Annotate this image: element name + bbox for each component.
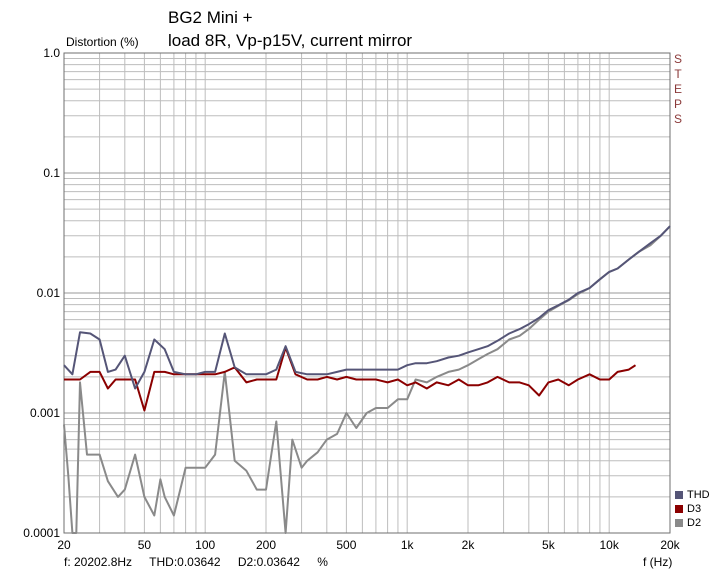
legend-swatch-d3 bbox=[675, 505, 683, 513]
legend-label-d2: D2 bbox=[687, 517, 702, 529]
x-tick-label: 20k bbox=[660, 538, 680, 552]
steps-side-label: S T E P S bbox=[671, 52, 685, 127]
readout-unit: % bbox=[317, 555, 328, 569]
plot-frame bbox=[63, 52, 671, 534]
chart-title-line1: BG2 Mini + bbox=[168, 8, 253, 27]
series-line-thd bbox=[63, 225, 671, 390]
series-line-d3 bbox=[64, 346, 637, 412]
x-tick-label: 50 bbox=[138, 538, 152, 552]
y-tick-label: 0.1 bbox=[43, 166, 60, 180]
x-axis-label: f (Hz) bbox=[643, 555, 673, 569]
legend-item-d2: D2 bbox=[675, 516, 710, 530]
y-axis-label: Distortion (%) bbox=[66, 35, 139, 49]
steps-letter: S bbox=[673, 112, 682, 126]
legend-item-thd: THD bbox=[675, 488, 710, 502]
legend-label-thd: THD bbox=[687, 489, 710, 501]
steps-letter: S bbox=[673, 52, 682, 66]
legend-item-d3: D3 bbox=[675, 502, 710, 516]
steps-letter: P bbox=[673, 97, 682, 111]
y-tick-label: 0.001 bbox=[30, 406, 60, 420]
x-tick-label: 20 bbox=[57, 538, 71, 552]
legend-label-d3: D3 bbox=[687, 503, 702, 515]
steps-letter: E bbox=[673, 82, 682, 96]
readout-frequency: f: 20202.8Hz bbox=[64, 555, 133, 569]
x-tick-label: 1k bbox=[401, 538, 415, 552]
x-tick-label: 2k bbox=[462, 538, 476, 552]
legend-swatch-d2 bbox=[675, 519, 683, 527]
chart-title-line2: load 8R, Vp-p15V, current mirror bbox=[168, 31, 413, 50]
legend: THD D3 D2 bbox=[675, 488, 710, 530]
x-tick-label: 10k bbox=[600, 538, 620, 552]
y-tick-label: 1.0 bbox=[43, 46, 60, 60]
y-tick-label: 0.0001 bbox=[23, 526, 60, 540]
readout-thd: THD:0.03642 bbox=[149, 555, 221, 569]
x-tick-label: 100 bbox=[195, 538, 215, 552]
steps-letter: T bbox=[674, 67, 682, 81]
x-tick-label: 200 bbox=[256, 538, 276, 552]
x-tick-label: 5k bbox=[542, 538, 556, 552]
readout-d2: D2:0.03642 bbox=[237, 555, 300, 569]
legend-swatch-thd bbox=[675, 491, 683, 499]
x-tick-label: 500 bbox=[336, 538, 356, 552]
y-tick-label: 0.01 bbox=[37, 286, 61, 300]
cursor-readout: f: 20202.8Hz THD:0.03642 D2:0.03642 % bbox=[64, 555, 342, 569]
